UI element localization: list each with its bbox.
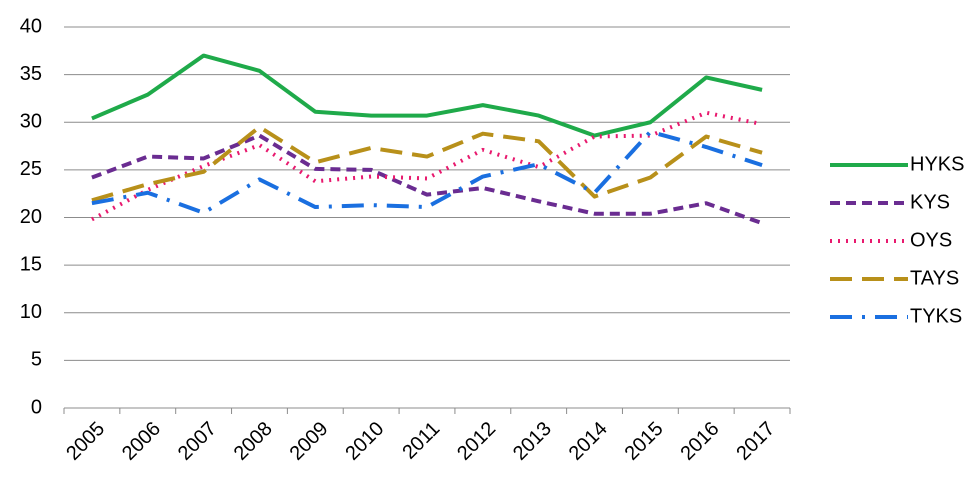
x-tick-label: 2012 [453,418,500,465]
x-tick-label: 2009 [286,418,333,465]
y-tick-label: 5 [31,349,42,371]
legend-label: OYS [910,229,952,251]
series-line [91,133,763,226]
y-tick-label: 20 [20,206,42,228]
x-tick-label: 2008 [230,418,277,465]
series-line [91,125,763,203]
y-tick-label: 25 [20,158,42,180]
legend-label: TAYS [910,267,959,289]
x-tick-label: 2014 [565,418,612,465]
legend-label: KYS [910,191,950,213]
y-tick-label: 15 [20,253,42,275]
x-tick-label: 2013 [509,418,556,465]
x-tick-label: 2006 [118,418,165,465]
y-tick-label: 30 [20,111,42,133]
series-line [90,110,763,222]
series-line [91,53,763,138]
x-tick-label: 2011 [398,418,444,464]
x-tick-label: 2007 [174,418,221,465]
legend-label: TYKS [910,305,962,327]
legend-label: HYKS [910,153,964,175]
x-tick-label: 2010 [341,418,388,465]
x-tick-label: 2015 [621,418,668,465]
y-tick-label: 35 [20,63,42,85]
y-tick-label: 0 [31,396,42,418]
x-tick-label: 2005 [62,418,109,465]
y-tick-label: 10 [20,301,42,323]
x-tick-label: 2017 [732,418,779,465]
y-tick-label: 40 [20,15,42,37]
x-tick-label: 2016 [676,418,723,465]
